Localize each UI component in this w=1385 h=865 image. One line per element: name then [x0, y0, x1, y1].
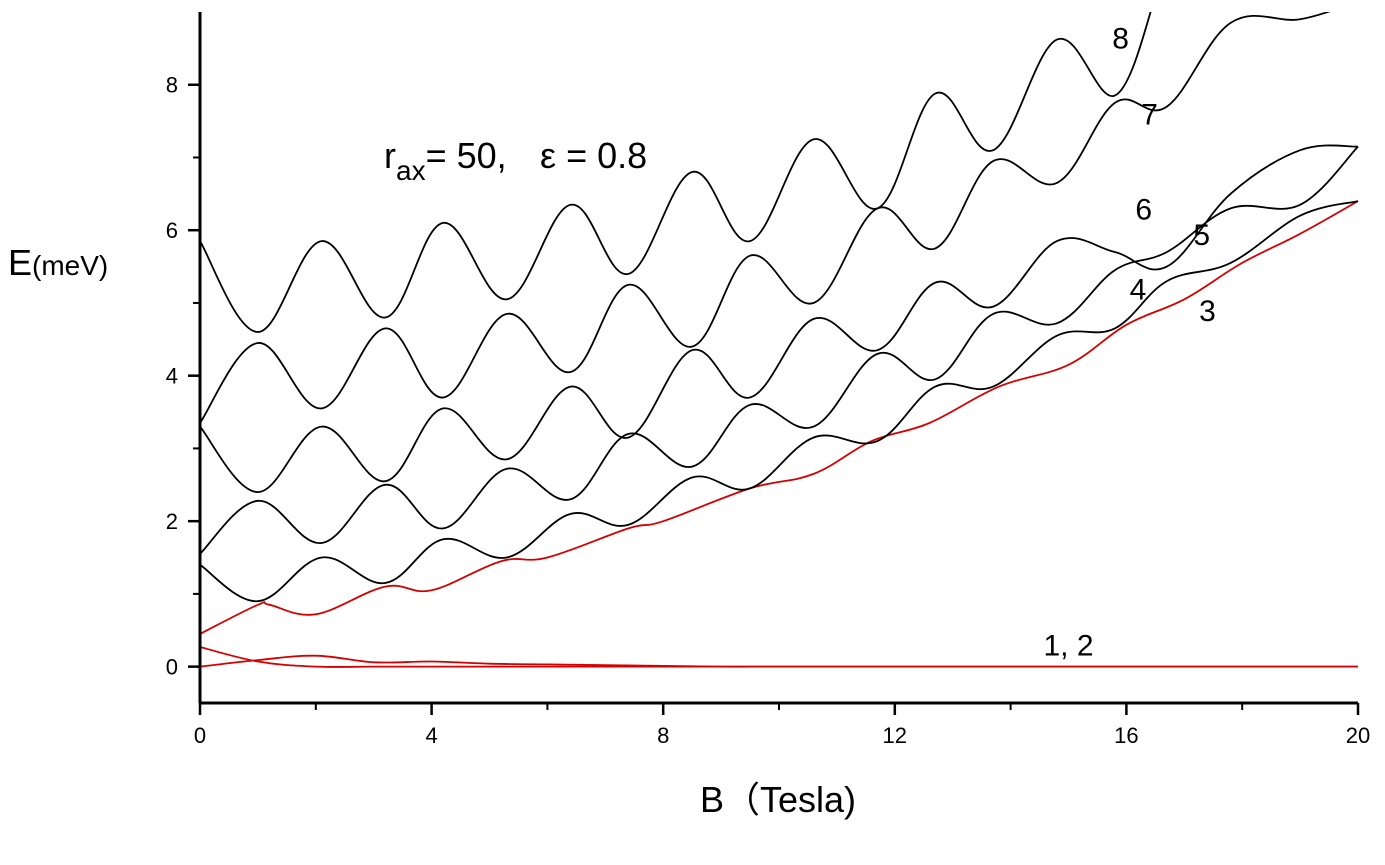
x-tick-label-2: 8	[657, 723, 669, 748]
curve-label-1: 1, 2	[1043, 630, 1093, 663]
series-line-8	[200, 12, 1152, 333]
annotation-epsilon-symbol: ε	[540, 135, 556, 176]
series-line-3	[200, 200, 1359, 635]
annotation-r-subscript: ax	[396, 155, 426, 186]
y-tick-label-1: 2	[166, 509, 178, 534]
y-axis-title: E(meV)	[8, 242, 108, 283]
y-axis-title-main: E	[8, 242, 32, 283]
annotation-r-value: = 50,	[426, 135, 507, 176]
y-tick-label-3: 6	[166, 218, 178, 243]
annotation-epsilon-value: = 0.8	[566, 135, 647, 176]
curve-label-5: 6	[1135, 193, 1152, 226]
y-tick-label-2: 4	[166, 364, 178, 389]
curve-labels-group: 1, 2 3 4 5 6 7 8	[1043, 22, 1215, 662]
series-line-2	[200, 654, 1358, 668]
series-line-4	[200, 200, 1359, 603]
series-line-5	[200, 145, 1359, 555]
curve-label-2: 3	[1199, 295, 1216, 328]
ticks-group: 0 4 8 12 16 20 0 2 4 6 8	[166, 73, 1370, 748]
curves-group	[200, 12, 1359, 668]
annotation-epsilon: ε = 0.8	[540, 135, 647, 176]
annotation-r: rax= 50,	[384, 135, 507, 186]
annotation-r-prefix: r	[384, 135, 396, 176]
x-axis-title: B（Tesla)	[700, 779, 856, 820]
curve-label-3: 4	[1130, 273, 1147, 306]
y-tick-label-4: 8	[166, 73, 178, 98]
x-tick-label-4: 16	[1114, 723, 1138, 748]
axes-group	[198, 12, 1358, 705]
y-tick-label-0: 0	[166, 655, 178, 680]
series-line-1	[200, 646, 1358, 668]
x-tick-label-3: 12	[883, 723, 907, 748]
curve-label-6: 7	[1141, 99, 1158, 132]
series-line-6	[200, 144, 1359, 494]
x-tick-label-1: 4	[425, 723, 437, 748]
curve-label-4: 5	[1193, 219, 1210, 252]
series-line-7	[200, 12, 1331, 424]
y-axis-title-unit: (meV)	[32, 250, 108, 281]
x-tick-label-5: 20	[1346, 723, 1370, 748]
curve-label-7: 8	[1112, 22, 1129, 55]
x-tick-label-0: 0	[194, 723, 206, 748]
